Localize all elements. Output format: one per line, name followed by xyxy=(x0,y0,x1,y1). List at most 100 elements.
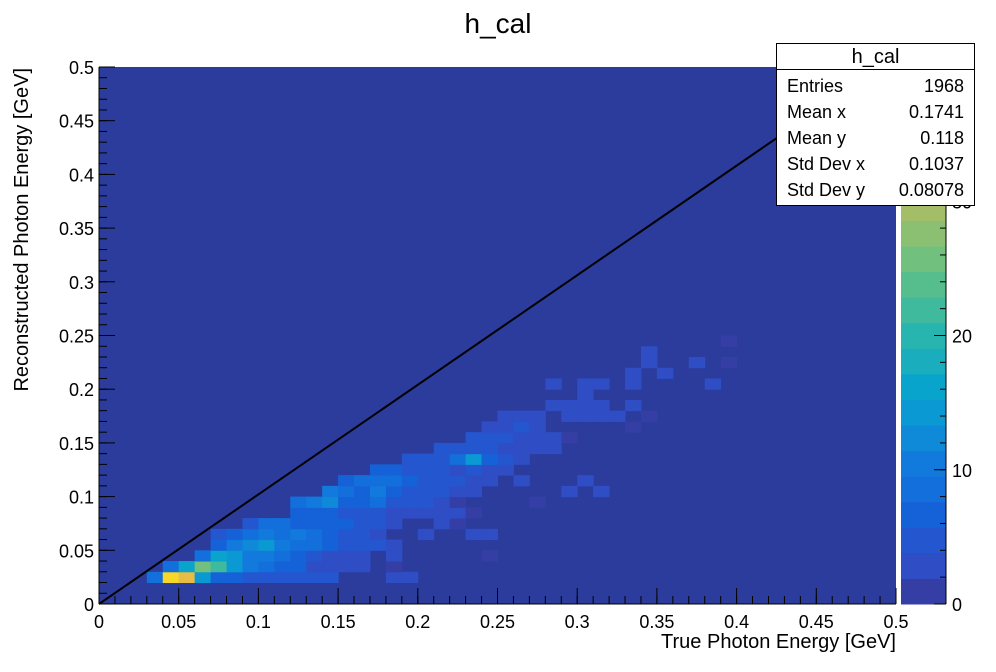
heatmap-cell xyxy=(306,571,323,584)
heatmap-cell xyxy=(481,421,498,433)
heatmap-cell xyxy=(529,442,546,455)
heatmap-cell xyxy=(481,453,498,465)
heatmap-cell xyxy=(401,507,419,519)
heatmap-cell xyxy=(545,432,562,444)
heatmap-cell xyxy=(306,561,323,573)
x-tick-label: 0.05 xyxy=(161,612,196,632)
heatmap-cell xyxy=(178,571,196,584)
heatmap-cell xyxy=(369,464,387,476)
heatmap-cell xyxy=(433,442,451,455)
y-tick-label: 0.15 xyxy=(59,434,94,454)
heatmap-cell xyxy=(369,528,387,541)
heatmap-cell xyxy=(322,528,339,541)
heatmap-cell xyxy=(385,485,403,498)
heatmap-cell xyxy=(593,378,610,390)
heatmap-cell xyxy=(593,410,610,422)
heatmap-cell xyxy=(274,571,291,584)
plot-background xyxy=(99,67,896,604)
stats-row-stddev-x: Std Dev x 0.1037 xyxy=(777,151,974,177)
heatmap-cell xyxy=(306,550,323,562)
x-tick-label: 0 xyxy=(94,612,104,632)
heatmap-cell xyxy=(720,335,738,347)
heatmap-cell xyxy=(417,507,435,519)
heatmap-cell xyxy=(210,528,228,541)
heatmap-cell xyxy=(720,356,738,369)
stats-value: 1968 xyxy=(923,76,964,96)
heatmap-cell xyxy=(258,528,275,541)
heatmap-cell xyxy=(322,518,339,530)
stats-label: Std Dev x xyxy=(787,154,866,174)
heatmap-cell xyxy=(481,528,498,541)
heatmap-cell xyxy=(178,561,196,573)
x-tick-label: 0.3 xyxy=(565,612,590,632)
colorbar-tick-label: 20 xyxy=(952,327,972,347)
heatmap-cell xyxy=(369,518,387,530)
heatmap-cell xyxy=(449,485,467,498)
heatmap-cell xyxy=(704,378,722,390)
heatmap-cell xyxy=(338,496,355,508)
heatmap-cell xyxy=(481,432,498,444)
stats-value: 0.1037 xyxy=(908,154,964,174)
heatmap-cell xyxy=(449,442,467,455)
heatmap-cell xyxy=(401,496,419,508)
heatmap-cell xyxy=(306,518,323,530)
heatmap-cell xyxy=(194,571,212,584)
heatmap-cell xyxy=(338,539,355,551)
heatmap-cell xyxy=(497,432,514,444)
heatmap-cell xyxy=(656,367,674,379)
heatmap-cell xyxy=(369,496,387,508)
y-tick-label: 0.2 xyxy=(69,380,94,400)
stats-row-stddev-y: Std Dev y 0.08078 xyxy=(777,177,974,203)
colorbar-segment xyxy=(901,476,946,503)
heatmap-cell xyxy=(354,539,371,551)
heatmap-cell xyxy=(258,539,275,551)
heatmap-cell xyxy=(338,550,355,562)
heatmap-cell xyxy=(561,432,578,444)
stats-row-mean-x: Mean x 0.1741 xyxy=(777,99,974,125)
stats-box: h_cal Entries 1968 Mean x 0.1741 Mean y … xyxy=(776,43,975,206)
y-tick-label: 0.25 xyxy=(59,327,94,347)
heatmap-cell xyxy=(146,571,164,584)
heatmap-cell xyxy=(640,356,658,369)
y-axis-label: Reconstructed Photon Energy [GeV] xyxy=(11,68,33,392)
heatmap-cell xyxy=(497,442,514,455)
heatmap-cell xyxy=(625,421,642,433)
heatmap-cell xyxy=(497,421,514,433)
heatmap-cell xyxy=(258,571,275,584)
chart-title: h_cal xyxy=(465,8,532,39)
heatmap-cell xyxy=(417,464,435,476)
colorbar-segment xyxy=(901,348,946,375)
heatmap-cell xyxy=(497,464,514,476)
heatmap-cell xyxy=(338,475,355,487)
heatmap-cell xyxy=(354,550,371,562)
heatmap-cell xyxy=(529,496,546,508)
heatmap-cell xyxy=(306,496,323,508)
heatmap-cell xyxy=(322,571,339,584)
heatmap-cell xyxy=(465,528,483,541)
heatmap-cell xyxy=(385,550,403,562)
heatmap-cell xyxy=(401,475,419,487)
stats-label: Mean x xyxy=(787,102,847,122)
heatmap-cell xyxy=(465,507,483,519)
heatmap-cell xyxy=(322,485,339,498)
heatmap-cell xyxy=(242,550,259,562)
x-axis-label: True Photon Energy [GeV] xyxy=(661,631,896,653)
heatmap-cell xyxy=(449,507,467,519)
heatmap-cell xyxy=(369,539,387,551)
heatmap-cell xyxy=(688,356,706,369)
heatmap-cell xyxy=(465,442,483,455)
heatmap-cell xyxy=(274,561,291,573)
heatmap-cell xyxy=(513,432,530,444)
heatmap-cell xyxy=(401,453,419,465)
heatmap-cell xyxy=(625,399,642,412)
heatmap-cell xyxy=(242,528,259,541)
heatmap-cell xyxy=(481,442,498,455)
heatmap-cell xyxy=(258,518,275,530)
heatmap-cell xyxy=(433,507,451,519)
colorbar-segment xyxy=(901,425,946,452)
x-tick-label: 0.5 xyxy=(883,612,908,632)
heatmap-cell xyxy=(194,550,212,562)
colorbar-segment xyxy=(901,501,946,528)
heatmap-cell xyxy=(513,453,530,465)
heatmap-cell xyxy=(529,421,546,433)
